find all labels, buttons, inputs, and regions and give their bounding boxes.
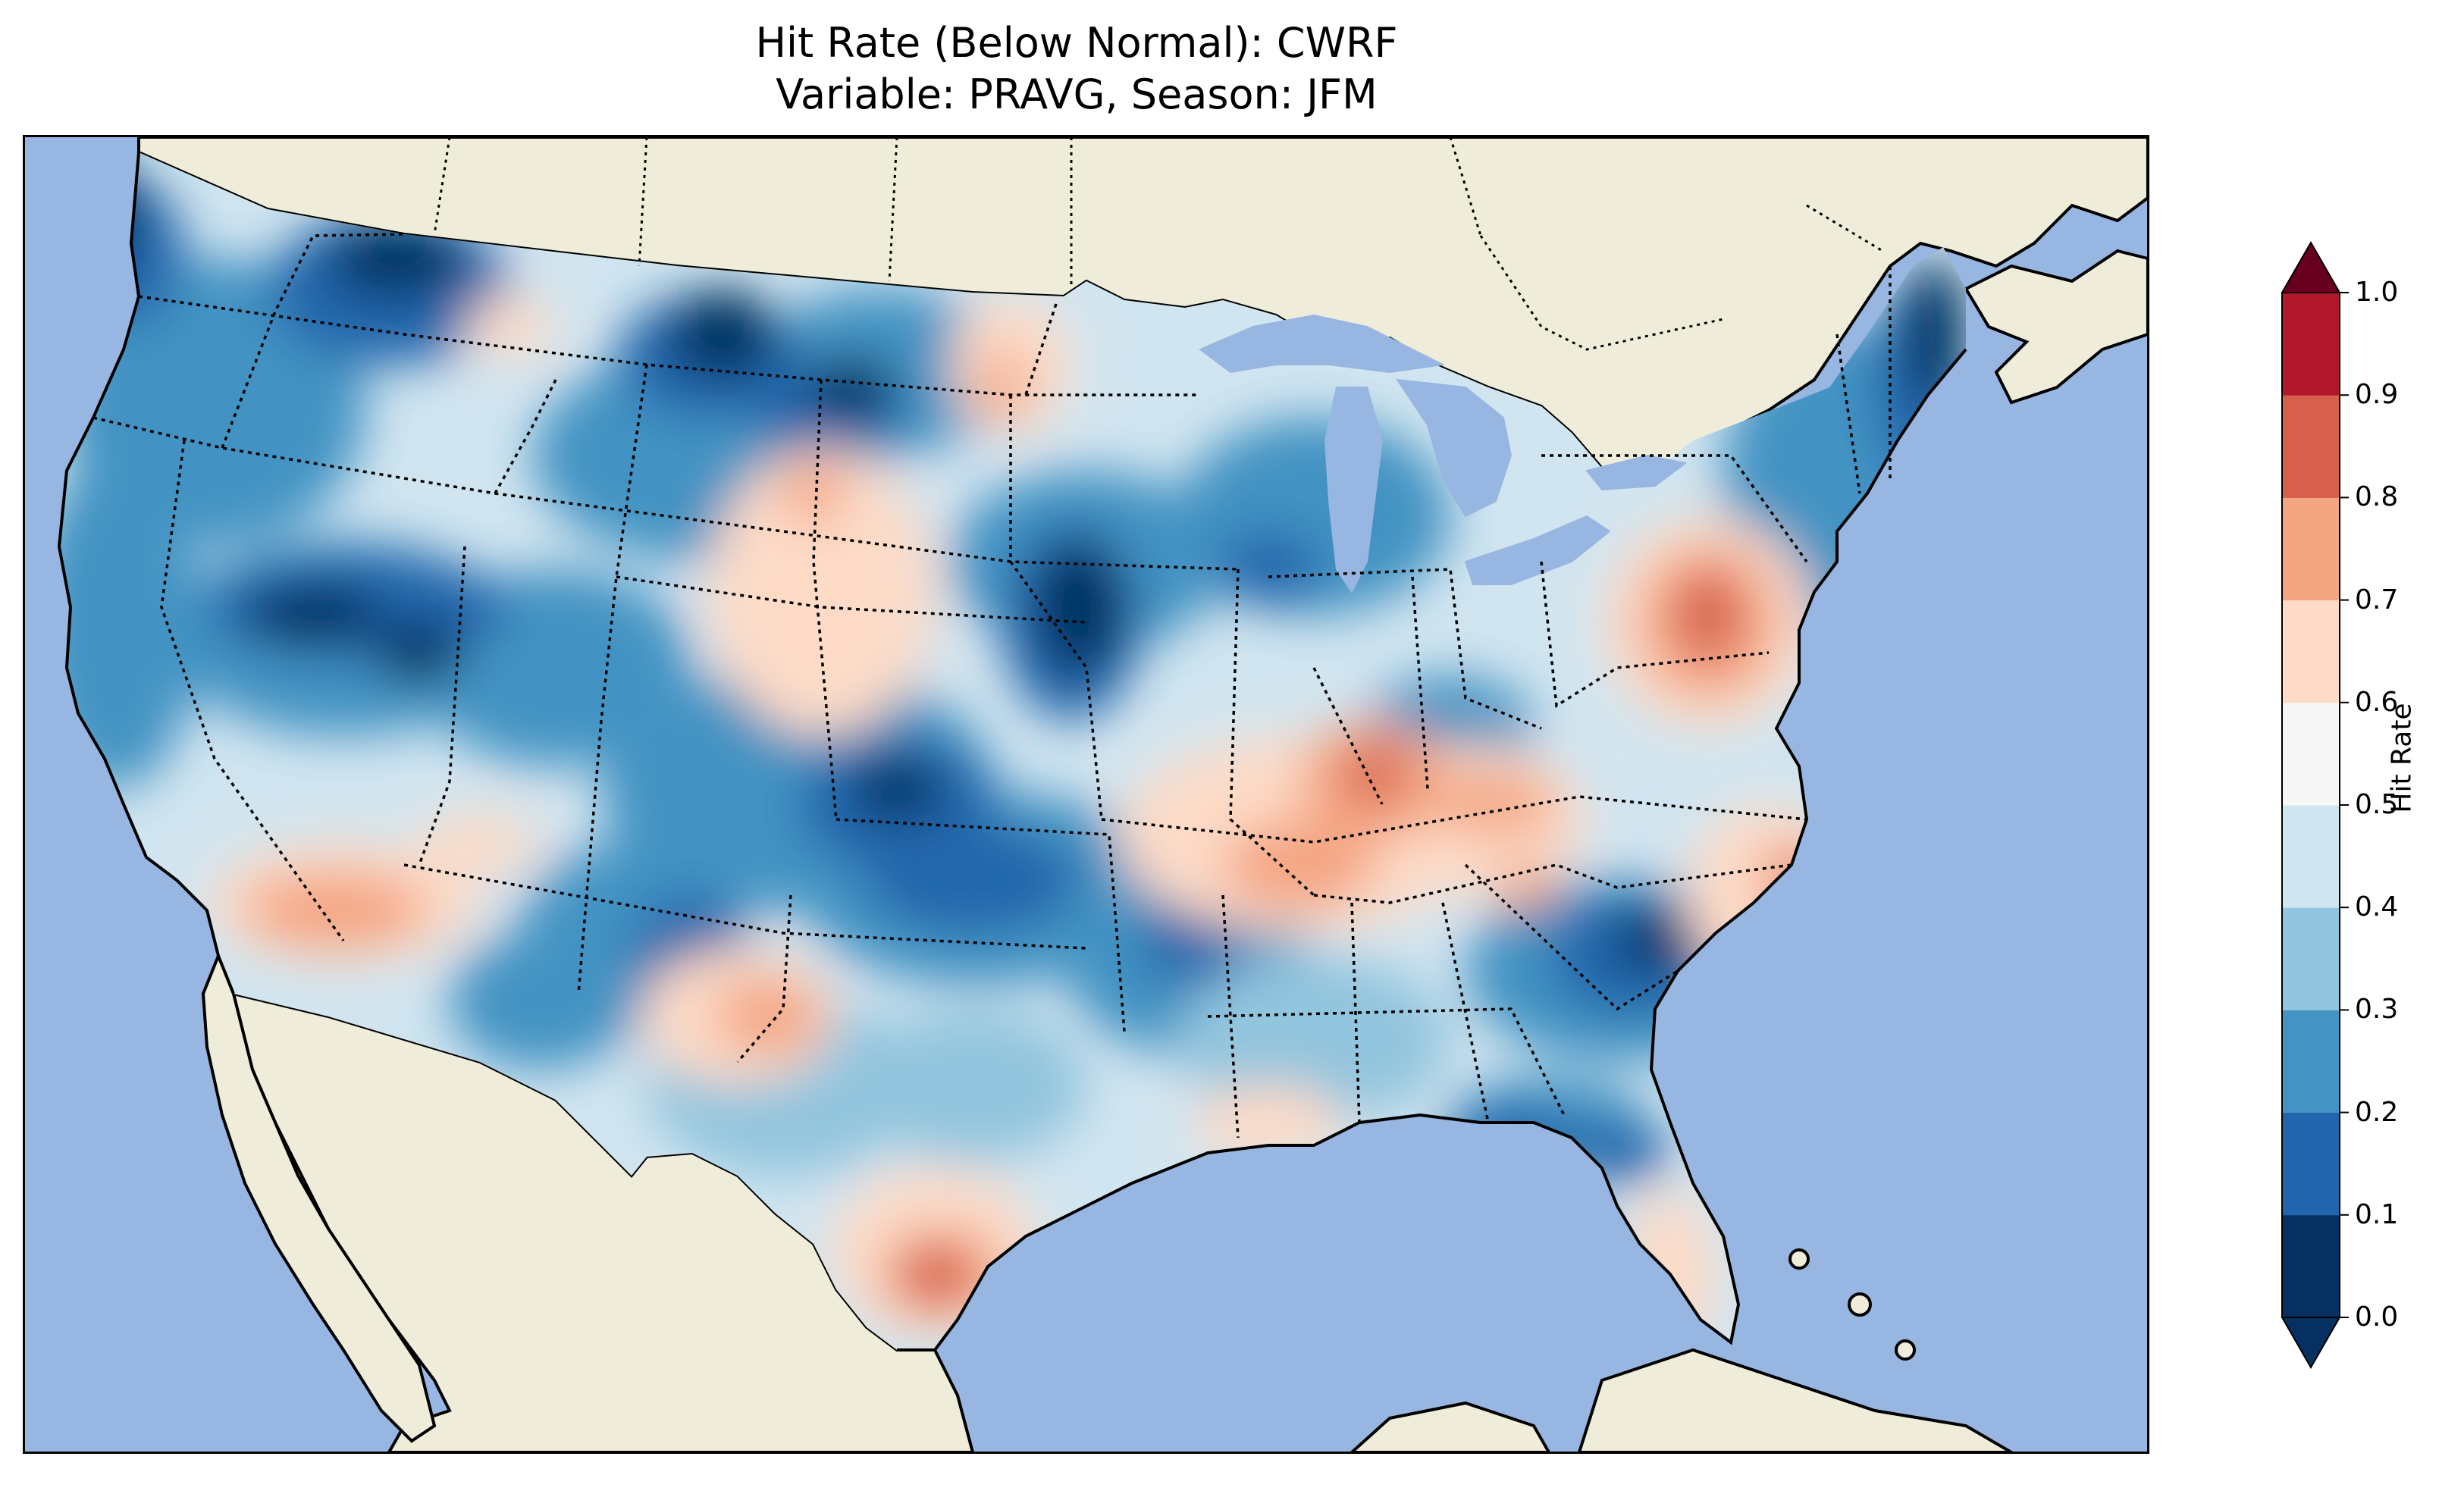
colorbar-block (2282, 1010, 2340, 1113)
lake-erie (1464, 515, 1611, 585)
colorbar-tick-label: 0.7 (2355, 584, 2399, 615)
colorbar-tick-label: 0.8 (2355, 481, 2399, 513)
lake-huron (1395, 378, 1513, 518)
colorbar-extend-max (2281, 240, 2341, 293)
colorbar-block (2282, 395, 2340, 498)
colorbar-tick-label: 0.0 (2355, 1301, 2399, 1333)
cuba-land (1578, 1348, 2014, 1452)
colorbar-block (2282, 907, 2340, 1010)
colorbar-tick-label: 0.3 (2355, 994, 2399, 1026)
colorbar-block (2282, 805, 2340, 908)
us-coastline (57, 152, 235, 994)
gulf-coastline (897, 348, 1967, 1351)
colorbar-block (2282, 600, 2340, 703)
colorbar-block (2282, 497, 2340, 601)
lake-michigan (1324, 387, 1384, 594)
colorbar-title: Hit Rate (2386, 703, 2418, 813)
colorbar-tick-label: 0.4 (2355, 891, 2399, 923)
colorbar-tick-label: 0.2 (2355, 1096, 2399, 1128)
colorbar-tick-label: 1.0 (2355, 277, 2399, 308)
state-borders (92, 233, 1892, 1139)
map-canvas (25, 137, 2147, 1452)
map-title-line-1: Hit Rate (Below Normal): CWRF (755, 19, 1398, 67)
colorbar-tick-label: 0.1 (2355, 1198, 2399, 1230)
great-lakes (1199, 314, 1688, 594)
colorbar-extend-min (2281, 1317, 2341, 1370)
yucatan-land (1350, 1401, 1550, 1452)
colorbar-block (2282, 1214, 2340, 1318)
colorbar-tick-label: 0.6 (2355, 686, 2399, 718)
colorbar-block (2282, 702, 2340, 806)
colorbar-block (2282, 1112, 2340, 1216)
colorbar-block (2282, 293, 2340, 396)
canada-borders (433, 137, 1883, 351)
bahamas-island (1895, 1339, 1916, 1361)
colorbar-tick-label: 0.5 (2355, 789, 2399, 820)
baja-land (201, 951, 437, 1443)
bahamas-island (1848, 1292, 1872, 1317)
map-title-line-2: Variable: PRAVG, Season: JFM (776, 70, 1378, 118)
lake-superior (1199, 314, 1446, 374)
maritimes-land (1964, 249, 2147, 405)
bahamas-island (1788, 1248, 1810, 1270)
lake-ontario (1585, 454, 1688, 491)
colorbar-tick-label: 0.9 (2355, 379, 2399, 411)
map-panel (23, 135, 2149, 1454)
